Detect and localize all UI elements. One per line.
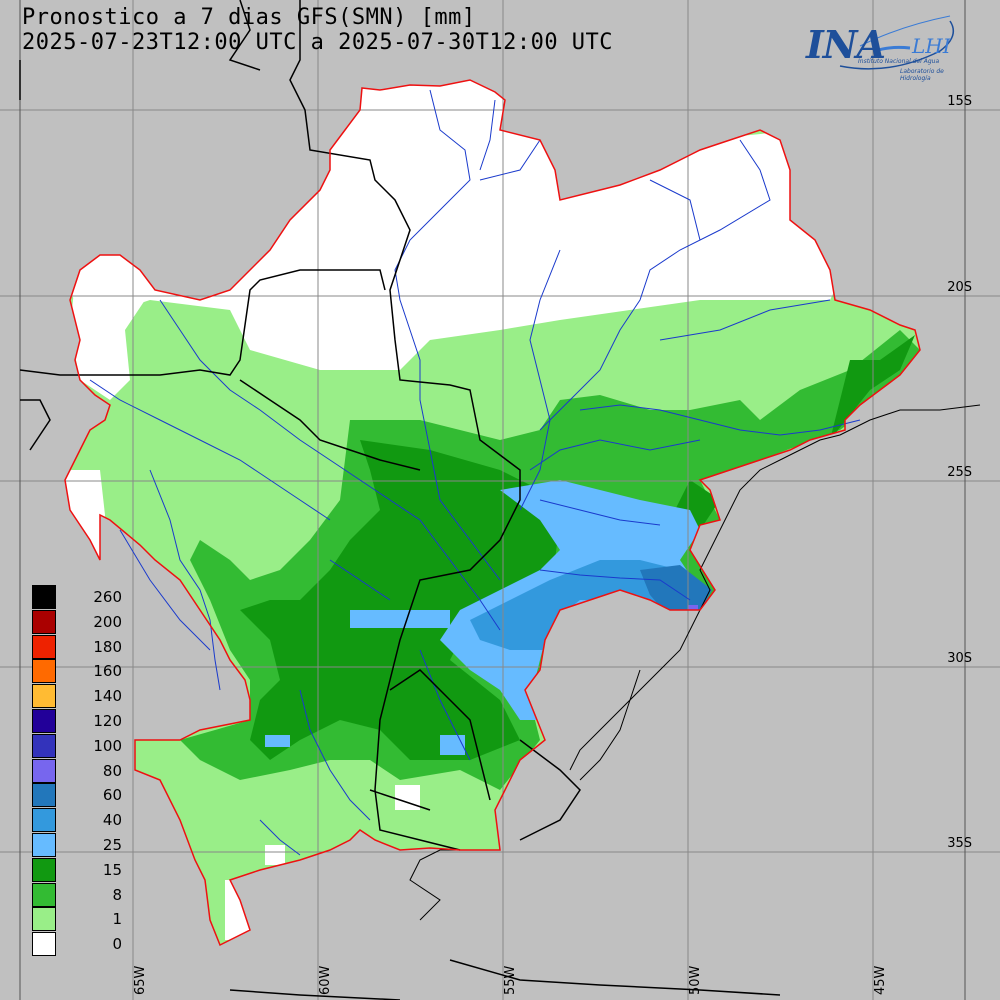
map-title: Pronostico a 7 dias GFS(SMN) [mm] (22, 5, 476, 30)
lat-label-15s: 15S (947, 94, 972, 109)
legend-value: 1 (112, 910, 122, 929)
basin-outline (64, 79, 921, 947)
lon-label-50w: 50W (688, 965, 703, 995)
legend-value: 140 (93, 687, 122, 706)
legend-value: 260 (93, 588, 122, 606)
lat-label-20s: 20S (947, 280, 972, 295)
political-boundaries (19, 0, 781, 1000)
legend-swatch (32, 932, 56, 957)
legend-value: 80 (102, 761, 122, 780)
legend-value: 120 (93, 711, 122, 730)
legend-swatch (32, 857, 56, 882)
legend-swatch (32, 758, 56, 783)
logo-lhi-text: LHI (912, 34, 951, 58)
map-period: 2025-07-23T12:00 UTC a 2025-07-30T12:00 … (22, 30, 614, 55)
ina-lhi-logo: INA LHI Instituto Nacional del Agua Labo… (800, 6, 970, 86)
legend-swatch (32, 882, 56, 907)
logo-subtitle-ina: Instituto Nacional del Agua (858, 58, 940, 65)
legend-value: 60 (102, 786, 122, 805)
legend-swatch (32, 783, 56, 808)
logo-ina-text: INA (806, 22, 886, 67)
legend-value: 40 (102, 811, 122, 830)
frame-ticks (19, 0, 966, 1000)
legend-swatch (32, 684, 56, 709)
lon-label-65w: 65W (133, 965, 148, 995)
lat-label-25s: 25S (947, 465, 972, 480)
legend-swatch (32, 832, 56, 857)
legend-value: 0 (112, 935, 122, 954)
legend-swatch (32, 634, 56, 659)
legend-value: 200 (93, 612, 122, 631)
logo-swoosh-icon (839, 15, 955, 70)
legend-swatch (32, 808, 56, 833)
rivers (89, 89, 861, 856)
legend-swatch (32, 733, 56, 758)
legend-swatch (32, 708, 56, 733)
legend-value: 100 (93, 736, 122, 755)
legend-swatch (32, 609, 56, 634)
legend-value: 8 (112, 885, 122, 904)
lat-label-35s: 35S (947, 836, 972, 851)
lon-label-45w: 45W (873, 965, 888, 995)
legend-value: 25 (102, 835, 122, 854)
legend-swatch (32, 659, 56, 684)
legend-value: 15 (102, 860, 122, 879)
lat-label-30s: 30S (947, 651, 972, 666)
logo-subtitle-lhi: Laboratorio de Hidrología (900, 68, 944, 82)
legend-swatch (32, 907, 56, 932)
lon-label-60w: 60W (318, 965, 333, 995)
legend-value: 160 (93, 662, 122, 681)
legend-swatch (32, 585, 56, 609)
legend-value: 180 (93, 637, 122, 656)
lon-label-55w: 55W (503, 965, 518, 995)
